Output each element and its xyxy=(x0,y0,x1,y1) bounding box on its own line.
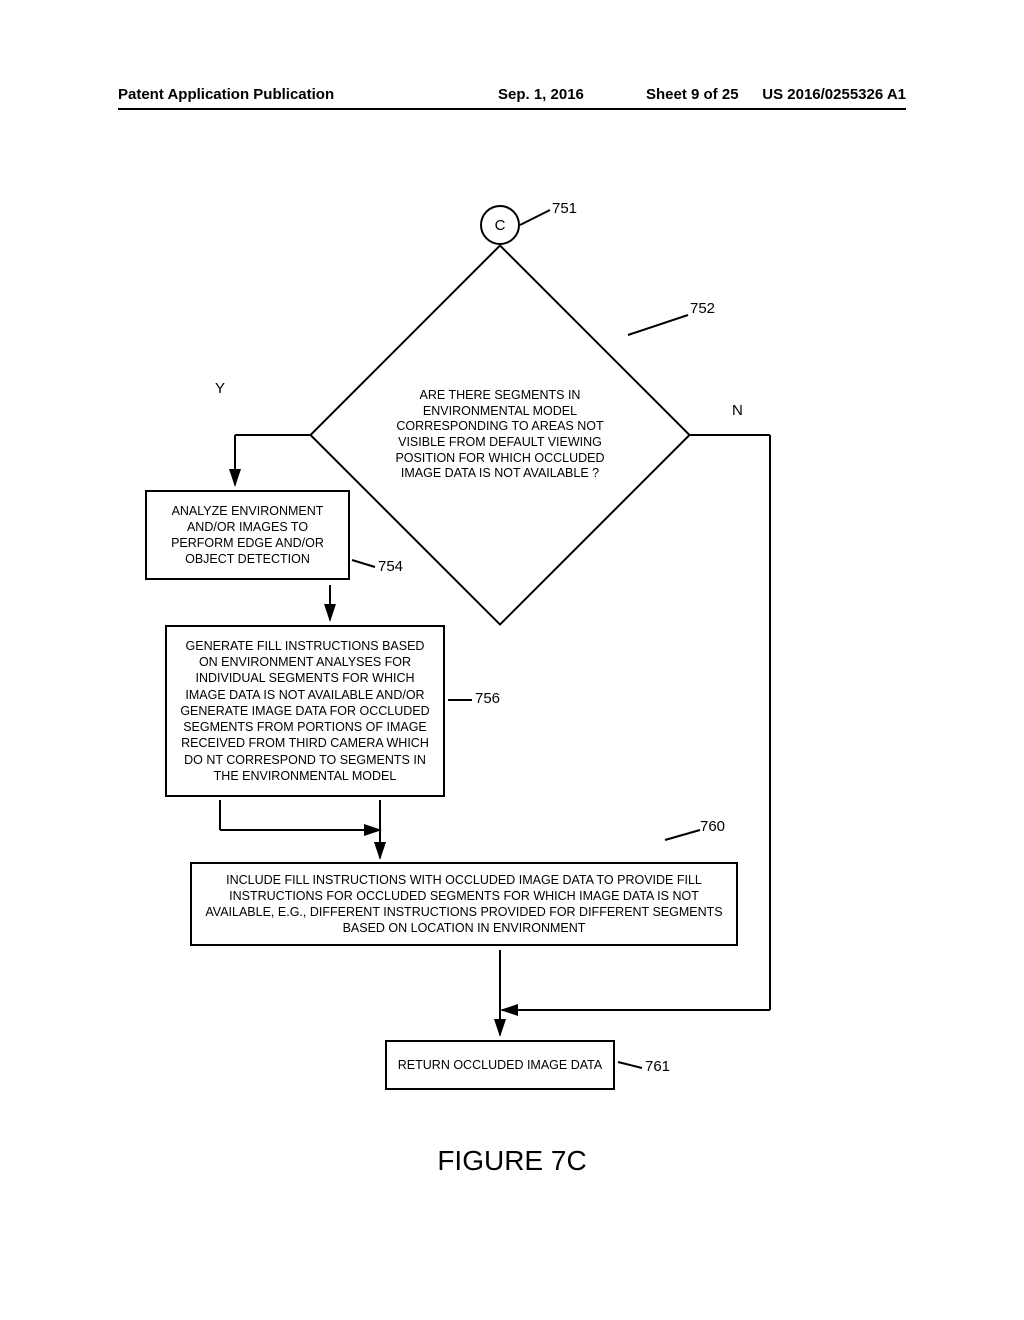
ref-760: 760 xyxy=(700,818,725,835)
header-date: Sep. 1, 2016 xyxy=(498,86,584,103)
connector-label: C xyxy=(495,217,506,234)
ref-756: 756 xyxy=(475,690,500,707)
box-756: GENERATE FILL INSTRUCTIONS BASED ON ENVI… xyxy=(165,625,445,797)
page: Patent Application Publication Sep. 1, 2… xyxy=(0,0,1024,1320)
box-754-text: ANALYZE ENVIRONMENT AND/OR IMAGES TO PER… xyxy=(155,503,340,568)
ref-751: 751 xyxy=(552,200,577,217)
figure-caption: FIGURE 7C xyxy=(0,1145,1024,1177)
ref-752: 752 xyxy=(690,300,715,317)
box-761: RETURN OCCLUDED IMAGE DATA xyxy=(385,1040,615,1090)
decision-text: ARE THERE SEGMENTS IN ENVIRONMENTAL MODE… xyxy=(385,388,615,482)
box-754: ANALYZE ENVIRONMENT AND/OR IMAGES TO PER… xyxy=(145,490,350,580)
page-header: Patent Application Publication Sep. 1, 2… xyxy=(118,86,906,110)
box-761-text: RETURN OCCLUDED IMAGE DATA xyxy=(398,1057,602,1073)
connector-c: C xyxy=(480,205,520,245)
header-pub: US 2016/0255326 A1 xyxy=(762,86,906,103)
label-yes: Y xyxy=(215,380,225,397)
box-760: INCLUDE FILL INSTRUCTIONS WITH OCCLUDED … xyxy=(190,862,738,946)
ref-754: 754 xyxy=(378,558,403,575)
label-no: N xyxy=(732,402,743,419)
header-left: Patent Application Publication xyxy=(118,86,334,104)
flowchart: C 751 ARE THERE SEGMENTS IN ENVIRONMENTA… xyxy=(120,200,900,1120)
header-sheet: Sheet 9 of 25 xyxy=(646,86,739,103)
box-760-text: INCLUDE FILL INSTRUCTIONS WITH OCCLUDED … xyxy=(200,872,728,937)
ref-761: 761 xyxy=(645,1058,670,1075)
box-756-text: GENERATE FILL INSTRUCTIONS BASED ON ENVI… xyxy=(175,638,435,784)
